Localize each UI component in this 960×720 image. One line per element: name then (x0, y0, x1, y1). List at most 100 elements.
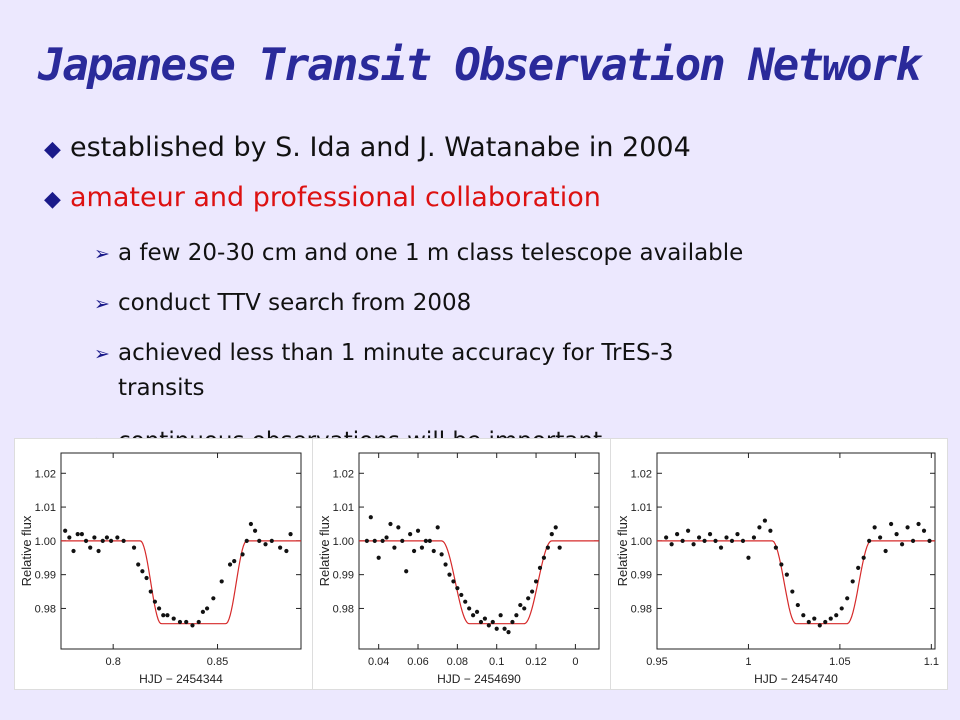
data-point (514, 613, 519, 618)
data-point (248, 521, 254, 527)
data-point (549, 532, 554, 537)
data-point (812, 616, 817, 621)
x-tick-label: 0.85 (207, 656, 228, 668)
data-point (740, 538, 746, 543)
data-point (184, 619, 189, 625)
plot-frame (60, 452, 302, 650)
data-point (927, 538, 932, 543)
x-tick-label: 0.08 (447, 656, 468, 668)
data-point (486, 623, 491, 628)
data-point (252, 528, 258, 533)
data-point (148, 589, 153, 594)
y-axis-label: Relative flux (317, 515, 332, 586)
data-point (790, 589, 795, 594)
data-point (244, 538, 249, 543)
x-tick-label: 0.1 (489, 656, 504, 668)
arrow-bullet-icon: ➢ (94, 243, 110, 265)
data-point (439, 552, 444, 557)
data-point (115, 535, 120, 540)
data-point (762, 518, 768, 523)
data-point (388, 521, 393, 527)
data-point (724, 535, 729, 540)
data-point (691, 542, 696, 547)
bullet-established: ◆ established by S. Ida and J. Watanabe i… (44, 132, 691, 163)
x-tick-label: 1.1 (924, 656, 939, 668)
data-point (100, 538, 105, 543)
bullet-collaboration: ◆ amateur and professional collaboration (44, 182, 601, 213)
data-point (910, 538, 916, 543)
data-point (144, 575, 149, 581)
data-point (498, 613, 503, 618)
data-point (533, 579, 539, 584)
y-tick-label: 0.98 (333, 603, 354, 615)
x-tick-label: 0.95 (646, 656, 667, 668)
data-point (702, 538, 707, 543)
data-point (872, 525, 877, 530)
data-point (83, 538, 89, 543)
arrow-bullet-icon: ➢ (94, 293, 110, 315)
diamond-bullet-icon: ◆ (44, 187, 61, 212)
diamond-bullet-icon: ◆ (44, 137, 61, 162)
data-point (757, 525, 762, 530)
data-point (404, 569, 409, 574)
data-point (490, 619, 495, 625)
data-point (664, 535, 669, 540)
data-point (190, 623, 195, 628)
light-curve-chart-2: 0.98 0.99 1.00 1.01 1.02 0.04 0.06 0.08 0.1 0.12 0… (317, 452, 600, 686)
x-tick-label: 0.06 (407, 656, 428, 668)
data-point (232, 559, 237, 564)
x-tick-label: 0 (572, 656, 578, 668)
data-point (63, 528, 68, 533)
y-tick-label: 1.02 (35, 468, 56, 480)
y-tick-label: 0.99 (35, 570, 56, 582)
y-tick-label: 1.01 (35, 502, 56, 514)
data-point (67, 535, 72, 540)
data-point (779, 562, 784, 567)
y-tick-label: 1.00 (35, 536, 56, 548)
y-tick-label: 0.99 (333, 570, 354, 582)
sub-bullet-ttv-search: ➢ conduct TTV search from 2008 (94, 286, 471, 321)
data-point (768, 528, 773, 533)
arrow-bullet-icon: ➢ (94, 425, 118, 438)
data-point (435, 525, 440, 530)
data-point (227, 562, 233, 567)
data-point (541, 555, 547, 560)
data-point (474, 609, 480, 614)
data-point (675, 532, 680, 537)
sub-bullet-text: continuous observations will be importan… (118, 428, 602, 438)
y-axis-label: Relative flux (19, 515, 34, 586)
data-point (696, 535, 702, 540)
data-point (530, 589, 535, 594)
data-point (427, 538, 432, 543)
x-tick-label: 0.8 (106, 656, 121, 668)
data-point (795, 602, 800, 608)
data-point (921, 528, 927, 533)
data-point (735, 532, 740, 537)
y-tick-label: 1.02 (333, 468, 354, 480)
data-point (204, 606, 210, 611)
data-point (867, 538, 872, 543)
data-point (883, 548, 888, 554)
data-point (104, 535, 110, 540)
data-point (845, 596, 850, 601)
data-point (455, 586, 460, 591)
x-tick-label: 1 (745, 656, 751, 668)
sub-bullet-text-line2: transits (118, 375, 205, 401)
y-tick-label: 0.98 (35, 603, 56, 615)
data-point (502, 626, 507, 631)
arrow-bullet-icon: ➢ (94, 343, 110, 365)
data-point (71, 548, 76, 554)
data-point (140, 569, 145, 574)
model-curve (61, 540, 301, 625)
light-curve-panel-3: 0.98 0.99 1.00 1.01 1.02 0.95 1 1.05 1.1 Relative… (610, 438, 948, 690)
data-point (263, 542, 268, 547)
data-point (136, 562, 141, 567)
y-tick-label: 1.00 (631, 536, 652, 548)
data-point (392, 545, 397, 550)
data-point (878, 535, 883, 540)
data-point (685, 528, 691, 533)
data-point (211, 596, 216, 601)
light-curve-panel-1: 0.98 0.99 1.00 1.01 1.02 0.8 0.85 Relative flux… (14, 438, 314, 690)
data-point (713, 538, 718, 543)
data-point (88, 545, 93, 550)
